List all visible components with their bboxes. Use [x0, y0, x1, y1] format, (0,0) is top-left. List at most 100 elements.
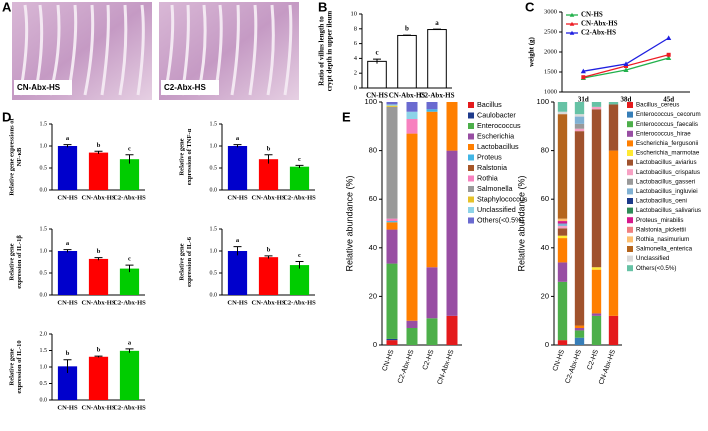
bar [258, 159, 279, 190]
bar-segment [557, 235, 568, 239]
y-axis-label: Relative gene [179, 138, 186, 175]
legend-label: C2-Abx-HS [581, 29, 616, 37]
y-tick-label: 1.0 [40, 143, 48, 149]
legend-swatch [627, 178, 633, 185]
bar-segment [426, 102, 438, 110]
significance-letter: b [267, 145, 271, 152]
legend-label: Staphylococcus [477, 194, 528, 203]
y-axis-label: expression of TNF-α [186, 128, 193, 185]
x-tick-label: CN-Abx-HS [82, 404, 116, 411]
significance-letter: a [236, 135, 240, 142]
y-axis-label: Ratio of villus length to [318, 16, 326, 86]
bar-segment [386, 104, 398, 106]
bar-segment [406, 111, 418, 120]
image-label: C2-Abx-HS [164, 83, 206, 92]
bar-segment [386, 218, 398, 222]
image-label-box [14, 80, 72, 95]
legend-label: Enterococcus_cecorum [636, 111, 701, 118]
y-tick-label: 0.5 [40, 165, 48, 171]
x-tick-label: CN-Abx-HS [82, 299, 116, 306]
y-tick-label: 1.0 [40, 248, 48, 254]
legend-swatch [627, 207, 633, 214]
legend-label: Unclassified [636, 255, 670, 262]
y-axis-label: Relative gene expressions of [9, 118, 16, 196]
legend-label: Bacillus_cereus [636, 102, 679, 109]
bar [88, 152, 109, 190]
y-axis-label: NF-κB [16, 147, 23, 166]
x-tick-label: CN-HS [57, 194, 78, 201]
legend-swatch [627, 169, 633, 176]
x-tick-label: C2-Abx-HS [113, 194, 146, 201]
bar-segment [591, 313, 602, 316]
y-tick-label: 2500 [544, 28, 557, 35]
legend-label: Ralstonia_pickettii [636, 226, 686, 233]
legend-label: Escherichia_marmotae [636, 150, 700, 157]
legend-swatch [468, 196, 474, 203]
error-bar [233, 144, 242, 148]
error-bar [295, 164, 304, 168]
legend-swatch [627, 121, 633, 128]
legend-swatch [627, 255, 633, 262]
y-tick-label: 0 [373, 340, 377, 349]
legend-swatch [627, 236, 633, 243]
bar [397, 34, 417, 89]
legend-swatch [468, 175, 474, 182]
legend-swatch [627, 140, 633, 147]
y-tick-label: 1.5 [210, 121, 218, 127]
bar-segment [406, 119, 418, 134]
bar-segment [557, 262, 568, 282]
legend-swatch [468, 217, 474, 224]
y-axis-label: Relative gene [9, 243, 16, 280]
bar [227, 251, 248, 295]
bar-segment [557, 111, 568, 115]
panel-label: C [525, 0, 535, 14]
bar-segment [557, 114, 568, 219]
significance-letter: c [298, 156, 301, 163]
bar-segment [557, 218, 568, 222]
significance-letter: a [128, 339, 132, 346]
y-tick-label: 60 [369, 194, 377, 203]
legend-swatch [468, 123, 474, 129]
bar-segment [446, 150, 458, 316]
bar-segment [608, 315, 619, 345]
bar-segment [591, 267, 602, 270]
bar-segment [557, 102, 568, 112]
legend-label: Lactobacillus [477, 142, 519, 151]
marker [666, 35, 672, 40]
error-bar [125, 154, 134, 164]
bar-segment [557, 225, 568, 229]
bar-segment [574, 123, 585, 129]
bar-segment [557, 281, 568, 341]
x-tick-label: C2-HS [586, 349, 600, 371]
significance-letter: a [435, 19, 439, 27]
bar [88, 356, 109, 400]
legend-label: Escherichia [477, 131, 514, 140]
x-tick-label: CN-HS [227, 194, 248, 201]
legend-swatch [468, 112, 474, 119]
bar-segment [446, 315, 458, 345]
error-bar [63, 359, 72, 373]
legend-swatch [627, 159, 633, 166]
y-tick-label: 4 [354, 55, 358, 62]
marker [666, 55, 672, 60]
x-tick-label: CN-HS [552, 349, 566, 373]
bar [289, 265, 310, 295]
significance-letter: a [66, 135, 70, 142]
legend-swatch [468, 144, 474, 150]
legend-label: Lactobacillus_ingluviei [636, 188, 698, 195]
x-tick-label: CN-Abx-HS [252, 194, 286, 201]
bar-segment [386, 102, 398, 105]
bar-segment [446, 102, 458, 151]
bar-segment [557, 340, 568, 345]
legend-swatch [468, 186, 474, 192]
x-tick-label: CN-HS [57, 404, 78, 411]
y-tick-label: 1000 [544, 88, 557, 95]
panel-label: D [2, 109, 11, 124]
y-tick-label: 40 [541, 243, 549, 252]
x-tick-label: C2-Abx-HS [113, 404, 146, 411]
significance-letter: a [236, 237, 240, 244]
histology-images: CN-Abx-HS C2-Abx-HS [12, 2, 299, 100]
bar-segment [591, 315, 602, 345]
error-bar [125, 264, 134, 273]
bar [57, 146, 78, 190]
